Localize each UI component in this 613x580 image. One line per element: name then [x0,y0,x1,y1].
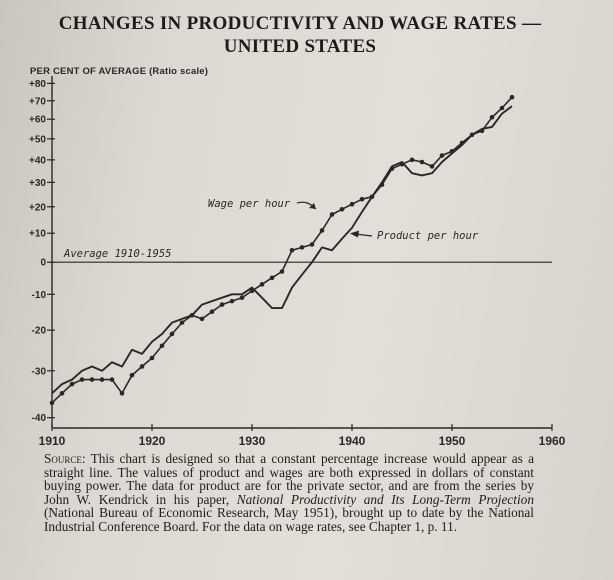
wage-data-point [189,312,195,318]
wage-data-point [209,309,215,314]
wage-data-point [449,148,455,154]
wage-data-point [269,275,275,281]
wage-data-point [249,288,255,294]
x-tick-label: 1950 [439,434,466,448]
y-tick-label: +50 [29,134,46,145]
wage-data-point [169,331,175,337]
wage-data-point [309,242,315,247]
wage-data-point [49,400,55,406]
wage-data-point [289,247,295,253]
wage-annotation-arrowhead [309,203,316,209]
wage-data-point [179,320,185,325]
wage-data-point [509,94,515,100]
wage-data-point [89,377,95,382]
wage-data-point [459,140,465,146]
y-tick-label: +80 [29,79,46,90]
wage-data-point [439,153,445,158]
x-tick-label: 1930 [239,434,266,448]
chart-title: CHANGES IN PRODUCTIVITY AND WAGE RATES — [58,13,542,34]
y-tick-label: -30 [32,366,47,377]
wage-data-point [429,164,435,169]
wage-data-point [389,166,395,171]
series-markers [49,94,515,406]
wage-data-point [79,377,85,382]
wage-data-point [129,372,135,378]
wage-data-point [199,316,205,322]
wage-data-point [109,377,115,382]
wage-per-hour-annotation: Wage per hour [208,198,291,210]
y-tick-label: -40 [32,413,47,424]
reference-line-group: Average 1910-1955 [52,248,552,263]
wage-data-point [329,212,335,217]
wage-data-point [399,161,405,167]
product-per-hour-line [51,105,513,394]
x-tick-label: 1910 [39,434,66,448]
wage-data-point [149,355,155,361]
wage-data-point [489,115,495,120]
source-head: Source: [44,451,86,466]
source-title-italic: National Productivity and Its Long-Term … [236,491,534,507]
y-tick-label: +40 [29,155,46,166]
x-tick-label: 1920 [139,434,166,448]
wage-data-point [239,295,245,300]
x-tick-label: 1940 [339,434,366,448]
average-reference-label: Average 1910-1955 [63,248,171,260]
wage-data-point [379,182,385,188]
wage-data-point [299,245,305,250]
wage-data-point [279,269,285,274]
y-tick-label: +70 [29,96,46,107]
wage-data-point [59,391,65,396]
wage-data-point [409,157,415,163]
x-tick-label: 1960 [539,434,566,448]
chart-subtitle: UNITED STATES [223,36,377,57]
annotations: Wage per hour Product per hour [208,198,479,242]
wage-data-point [219,302,225,307]
wage-data-point [419,159,425,165]
wage-data-point [139,364,145,369]
wage-data-point [339,206,345,212]
axes [47,76,553,431]
source-text-2: (National Bureau of Economic Research, M… [44,505,534,534]
wage-data-point [159,343,165,349]
tick-labels: +80 +70 +60 +50 +40 +30 +20 +10 0 -10 -20 -30 -40 191… [29,79,566,448]
y-tick-label: +20 [29,202,46,213]
y-tick-label: -20 [32,326,47,337]
wage-data-point [469,132,475,138]
product-per-hour-annotation: Product per hour [377,230,479,242]
wage-data-point [99,377,105,382]
wage-data-point [259,282,265,287]
wage-data-point [479,128,485,134]
wage-data-point [349,201,355,207]
wage-data-point [229,298,235,304]
source-note: Source: This chart is designed so that a… [44,452,534,534]
wage-data-point [369,194,375,200]
y-tick-label: -10 [32,290,47,301]
wage-data-point [119,391,125,396]
y-tick-label: +30 [29,178,46,189]
wage-data-point [69,381,75,387]
wage-data-point [359,196,365,202]
chart: Average 1910-1955 +80+70+60+50+40+30+20+… [29,76,566,448]
y-tick-label: +10 [29,229,46,240]
source-text-1: This chart is designed so that a constan… [44,451,534,507]
y-tick-label: +60 [29,115,46,126]
wage-data-point [319,228,325,233]
wage-data-point [499,105,505,111]
product-annotation-arrowhead [350,230,359,238]
y-tick-label: 0 [40,258,46,269]
y-axis-label: PER CENT OF AVERAGE (Ratio scale) [30,66,209,77]
